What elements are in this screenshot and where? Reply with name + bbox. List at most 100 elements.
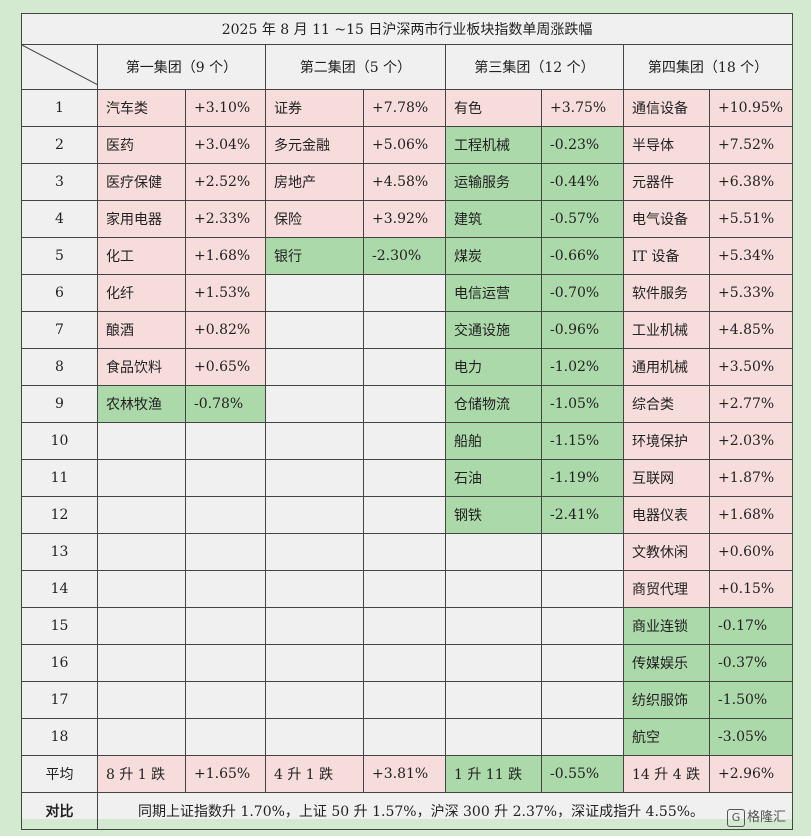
table-row: 7 酿酒 +0.82% 交通设施 -0.96% 工业机械 +4.85% — [21, 311, 794, 349]
empty-cell — [541, 570, 624, 608]
sector-name: 化纤 — [97, 274, 186, 312]
empty-cell — [265, 311, 364, 349]
empty-cell — [363, 570, 446, 608]
row-number: 8 — [21, 348, 98, 386]
table-row: 1 汽车类 +3.10% 证券 +7.78% 有色 +3.75% 通信设备 +10.95% — [21, 89, 794, 127]
group-average-value: +1.65% — [185, 755, 266, 793]
sector-change: +0.15% — [708, 570, 794, 608]
table-row: 11 石油 -1.19% 互联网 +1.87% — [21, 459, 794, 497]
sector-change: +5.51% — [708, 200, 794, 238]
row-number: 16 — [21, 644, 98, 682]
table-row: 18 航空 -3.05% — [21, 718, 794, 756]
sector-change: -0.23% — [541, 126, 624, 164]
empty-cell — [541, 681, 624, 719]
row-number: 5 — [21, 237, 98, 275]
empty-cell — [97, 718, 186, 756]
empty-cell — [185, 533, 266, 571]
row-number: 17 — [21, 681, 98, 719]
comparison-row: 对比 同期上证指数升 1.70%，上证 50 升 1.57%，沪深 300 升 2… — [21, 792, 794, 830]
empty-cell — [363, 459, 446, 497]
sector-name: 煤炭 — [445, 237, 542, 275]
table-row: 17 纺织服饰 -1.50% — [21, 681, 794, 719]
empty-cell — [97, 496, 186, 534]
empty-cell — [265, 496, 364, 534]
empty-cell — [265, 533, 364, 571]
empty-cell — [541, 607, 624, 645]
sector-change: -3.05% — [708, 718, 794, 756]
sector-name: 文教休闲 — [623, 533, 710, 571]
empty-cell — [265, 570, 364, 608]
sector-change: -1.15% — [541, 422, 624, 460]
sector-change: -0.57% — [541, 200, 624, 238]
sector-change: -0.96% — [541, 311, 624, 349]
sector-name: 传媒娱乐 — [623, 644, 710, 682]
table-row: 8 食品饮料 +0.65% 电力 -1.02% 通用机械 +3.50% — [21, 348, 794, 386]
empty-cell — [97, 570, 186, 608]
table-row: 14 商贸代理 +0.15% — [21, 570, 794, 608]
sector-change: +1.68% — [708, 496, 794, 534]
sector-name: 钢铁 — [445, 496, 542, 534]
sector-change: +5.34% — [708, 237, 794, 275]
average-label: 平均 — [21, 755, 98, 793]
table-row: 13 文教休闲 +0.60% — [21, 533, 794, 571]
empty-cell — [541, 644, 624, 682]
table-row: 5 化工 +1.68% 银行 -2.30% 煤炭 -0.66% IT 设备 +5.34% — [21, 237, 794, 275]
empty-cell — [363, 644, 446, 682]
empty-cell — [541, 533, 624, 571]
empty-cell — [185, 681, 266, 719]
group-header-row: 第一集团（9 个） 第二集团（5 个） 第三集团（12 个） 第四集团（18 个） — [21, 44, 794, 90]
empty-cell — [97, 533, 186, 571]
empty-cell — [445, 718, 542, 756]
empty-cell — [363, 422, 446, 460]
group-average-count: 8 升 1 跌 — [97, 755, 186, 793]
sector-change: +3.92% — [363, 200, 446, 238]
sector-name: 银行 — [265, 237, 364, 275]
sector-name: 航空 — [623, 718, 710, 756]
group-average-value: +2.96% — [708, 755, 794, 793]
sector-change: +0.82% — [185, 311, 266, 349]
empty-cell — [445, 644, 542, 682]
sector-name: 互联网 — [623, 459, 710, 497]
row-number: 14 — [21, 570, 98, 608]
empty-cell — [97, 644, 186, 682]
empty-cell — [265, 459, 364, 497]
empty-cell — [185, 718, 266, 756]
row-number: 6 — [21, 274, 98, 312]
empty-cell — [363, 718, 446, 756]
group-header-4: 第四集团（18 个） — [622, 44, 794, 90]
empty-cell — [265, 644, 364, 682]
sector-change: -2.41% — [541, 496, 624, 534]
sector-change: -1.02% — [541, 348, 624, 386]
empty-cell — [541, 718, 624, 756]
empty-cell — [363, 348, 446, 386]
table-row: 4 家用电器 +2.33% 保险 +3.92% 建筑 -0.57% 电气设备 +5.51% — [21, 200, 794, 238]
group-average-count: 4 升 1 跌 — [265, 755, 364, 793]
sector-name: 船舶 — [445, 422, 542, 460]
row-number: 9 — [21, 385, 98, 423]
row-number: 12 — [21, 496, 98, 534]
sector-name: 化工 — [97, 237, 186, 275]
sector-change: +3.04% — [185, 126, 266, 164]
sector-name: 软件服务 — [623, 274, 710, 312]
sector-change: +4.85% — [708, 311, 794, 349]
table-row: 16 传媒娱乐 -0.37% — [21, 644, 794, 682]
sector-name: 电力 — [445, 348, 542, 386]
sector-change: +2.03% — [708, 422, 794, 460]
sector-name: 半导体 — [623, 126, 710, 164]
sector-name: 酿酒 — [97, 311, 186, 349]
empty-cell — [445, 607, 542, 645]
row-number: 15 — [21, 607, 98, 645]
sector-change: -0.70% — [541, 274, 624, 312]
sector-change: +1.53% — [185, 274, 266, 312]
corner-diagonal-cell — [21, 44, 98, 90]
sector-name: 医药 — [97, 126, 186, 164]
empty-cell — [185, 459, 266, 497]
sector-name: 证券 — [265, 89, 364, 127]
sector-name: 工程机械 — [445, 126, 542, 164]
sector-change: +7.52% — [708, 126, 794, 164]
sector-name: 仓储物流 — [445, 385, 542, 423]
sector-change: +7.78% — [363, 89, 446, 127]
table-row: 15 商业连锁 -0.17% — [21, 607, 794, 645]
row-number: 2 — [21, 126, 98, 164]
sector-name: 石油 — [445, 459, 542, 497]
